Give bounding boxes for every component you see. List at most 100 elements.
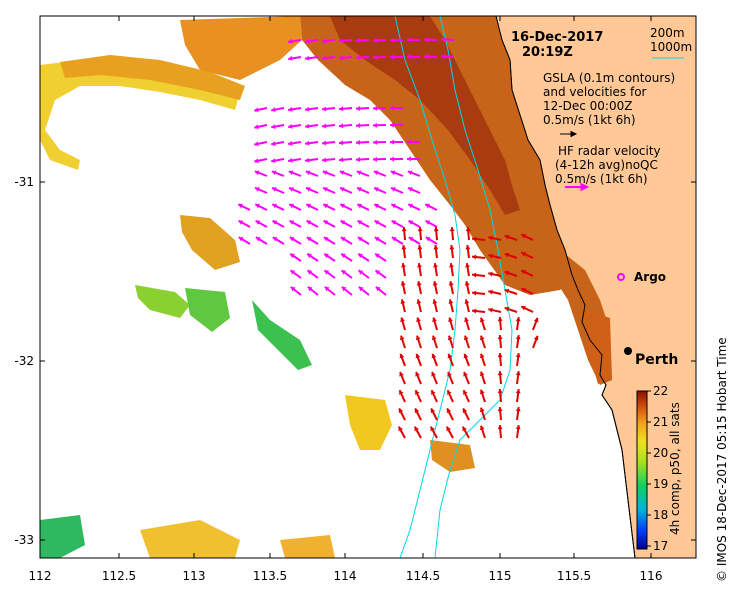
current-vector [488, 289, 502, 295]
hf-vector [254, 107, 268, 113]
current-vector [479, 425, 486, 439]
current-vector [415, 353, 422, 367]
hf-vector [271, 158, 285, 164]
current-vector [515, 316, 521, 331]
current-vectors [397, 226, 539, 439]
current-vector [515, 424, 521, 439]
current-vector [446, 407, 454, 421]
hf-vector [355, 140, 370, 146]
hf-vector [355, 157, 370, 163]
current-vector [448, 299, 454, 313]
hf-vector [407, 203, 421, 211]
hf-vector [339, 186, 353, 194]
hf-vector [288, 140, 302, 146]
current-vector [416, 299, 422, 313]
hf-vector [323, 236, 336, 245]
gsla-legend-arrow [560, 130, 578, 138]
colorbar-tick-label: 20 [653, 446, 668, 460]
depth-legend-1000m: 1000m [650, 40, 692, 54]
current-vector [462, 389, 470, 403]
current-vector [471, 308, 486, 314]
sst-patch-green-west [135, 285, 190, 318]
hf-vector [288, 157, 302, 163]
hf-vector [323, 219, 336, 228]
hf-vector [288, 170, 302, 177]
hf-vector [425, 219, 438, 228]
perth-marker [624, 347, 632, 355]
colorbar-tick-label: 19 [653, 477, 668, 491]
current-vector [520, 287, 534, 295]
current-vector [515, 352, 521, 367]
current-vector [465, 244, 471, 259]
gsla-legend-line4: 0.5m/s (1kt 6h) [543, 113, 636, 127]
hf-vector [338, 106, 353, 112]
sst-patch-yellow-mid [345, 395, 392, 450]
hf-vector [390, 203, 404, 211]
hf-vector [272, 236, 285, 245]
hf-vector [358, 286, 370, 296]
sst-patch-sw-green [40, 515, 85, 558]
current-vector [430, 407, 438, 421]
hf-vector [322, 186, 336, 194]
hf-vector [304, 106, 319, 112]
colorbar-ticks: 22 21 20 19 18 17 [647, 384, 668, 553]
hf-vector [321, 123, 336, 129]
colorbar-label: 4h comp, p50, all sats [668, 402, 682, 535]
hf-vector [289, 252, 302, 262]
sst-patch-dark-core [330, 16, 520, 215]
current-vector [400, 317, 406, 331]
current-vector [431, 335, 438, 349]
sst-patch-north-coast [300, 16, 572, 295]
current-vector [401, 263, 407, 277]
current-vector [497, 334, 503, 349]
hf-vector [372, 139, 387, 145]
hf-vector [339, 170, 353, 177]
hf-vector [254, 186, 268, 194]
hf-vector [340, 236, 353, 245]
current-vector [532, 335, 539, 349]
hf-vector [372, 156, 387, 162]
side-credit: © IMOS 18-Dec-2017 05:15 Hobart Time [715, 337, 729, 582]
current-vector [445, 426, 454, 439]
current-vector [461, 426, 470, 439]
sst-patch-green-mid [185, 288, 230, 332]
hf-vector [356, 186, 370, 194]
current-vector [497, 352, 503, 367]
hf-vector [338, 38, 353, 44]
current-vector [479, 371, 486, 385]
title-time: 20:19Z [522, 45, 573, 60]
hf-vector [372, 37, 387, 43]
hf-vector [374, 219, 387, 228]
current-vector [399, 371, 406, 385]
hf-legend-line1: HF radar velocity [558, 144, 661, 158]
x-axis: 112 112.5 113 113.5 114 114.5 115 115.5 116 [29, 16, 662, 583]
hf-vector [304, 123, 319, 129]
hf-vector [373, 203, 387, 211]
current-vector [398, 407, 406, 421]
hf-vector [321, 140, 336, 146]
hf-vector [373, 170, 387, 177]
hf-vector [304, 55, 319, 61]
current-vector [515, 370, 521, 385]
current-vector [520, 269, 534, 277]
hf-vector [374, 252, 387, 262]
hf-vector [289, 269, 302, 279]
hf-vector [389, 122, 404, 128]
hf-vector [271, 203, 285, 211]
current-vector [433, 226, 439, 241]
hf-vector [340, 219, 353, 228]
argo-label: Argo [634, 270, 666, 284]
hf-vector [271, 141, 285, 147]
current-vector [471, 254, 486, 260]
sst-patch-south-mid [280, 535, 335, 558]
y-tick-label: -32 [14, 354, 34, 368]
current-vector [515, 406, 521, 421]
hf-vector [391, 219, 404, 228]
hf-vector [374, 269, 387, 279]
hf-vector [306, 252, 319, 262]
current-vector [464, 281, 470, 295]
current-vector [465, 263, 471, 277]
hf-vector [355, 106, 370, 112]
colorbar-tick-label: 21 [653, 415, 668, 429]
current-vector [400, 281, 406, 295]
